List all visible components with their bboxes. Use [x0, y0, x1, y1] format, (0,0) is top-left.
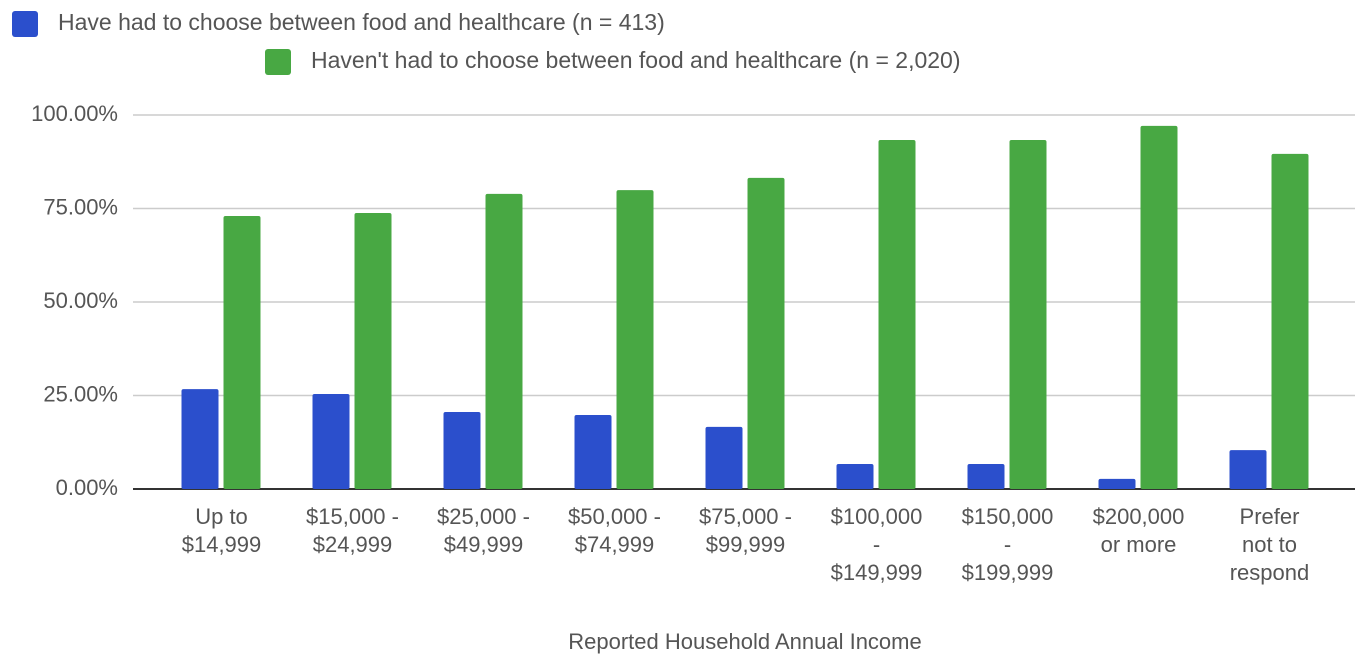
x-tick-label: - [1004, 532, 1011, 557]
x-tick-label: $100,000 [831, 504, 923, 529]
x-tick-label: $150,000 [962, 504, 1054, 529]
x-tick-label: $200,000 [1093, 504, 1185, 529]
x-tick-label: $50,000 - [568, 504, 661, 529]
x-tick-label: or more [1101, 532, 1177, 557]
x-tick-label: $24,999 [313, 532, 393, 557]
bar [354, 212, 392, 489]
x-tick-label: Prefer [1240, 504, 1300, 529]
x-tick-label: $49,999 [444, 532, 524, 557]
bar [967, 463, 1005, 489]
legend-label: Haven't had to choose between food and h… [311, 47, 961, 73]
x-tick-label: $25,000 - [437, 504, 530, 529]
bar [705, 426, 743, 489]
x-tick-label: $199,999 [962, 560, 1054, 585]
bar [1140, 125, 1178, 489]
bar [574, 414, 612, 489]
x-tick-label: $75,000 - [699, 504, 792, 529]
x-tick-label: not to [1242, 532, 1297, 557]
bar [1271, 153, 1309, 489]
bar [878, 140, 916, 490]
x-tick-label: $149,999 [831, 560, 923, 585]
x-tick-label: $99,999 [706, 532, 786, 557]
bar [443, 411, 481, 489]
x-tick-label: respond [1230, 560, 1310, 585]
x-tick-label: $14,999 [182, 532, 262, 557]
y-tick-label: 25.00% [43, 381, 118, 406]
bar [485, 193, 523, 489]
bar [1229, 450, 1267, 489]
x-tick-label: Up to [195, 504, 248, 529]
x-tick-label: - [873, 532, 880, 557]
bar [747, 177, 785, 489]
y-tick-label: 100.00% [31, 101, 118, 126]
legend-label: Have had to choose between food and heal… [58, 9, 665, 35]
bar [1009, 140, 1047, 490]
bar [616, 190, 654, 489]
bar [1098, 478, 1136, 489]
legend-swatch [265, 49, 291, 75]
bar [223, 215, 261, 490]
y-tick-label: 50.00% [43, 288, 118, 313]
bar [312, 394, 350, 489]
legend-swatch [12, 11, 38, 37]
bar [836, 463, 874, 489]
x-axis-title: Reported Household Annual Income [568, 629, 921, 654]
y-tick-label: 75.00% [43, 194, 118, 219]
x-tick-label: $74,999 [575, 532, 655, 557]
y-tick-label: 0.00% [56, 475, 118, 500]
bar [181, 389, 219, 489]
x-tick-label: $15,000 - [306, 504, 399, 529]
